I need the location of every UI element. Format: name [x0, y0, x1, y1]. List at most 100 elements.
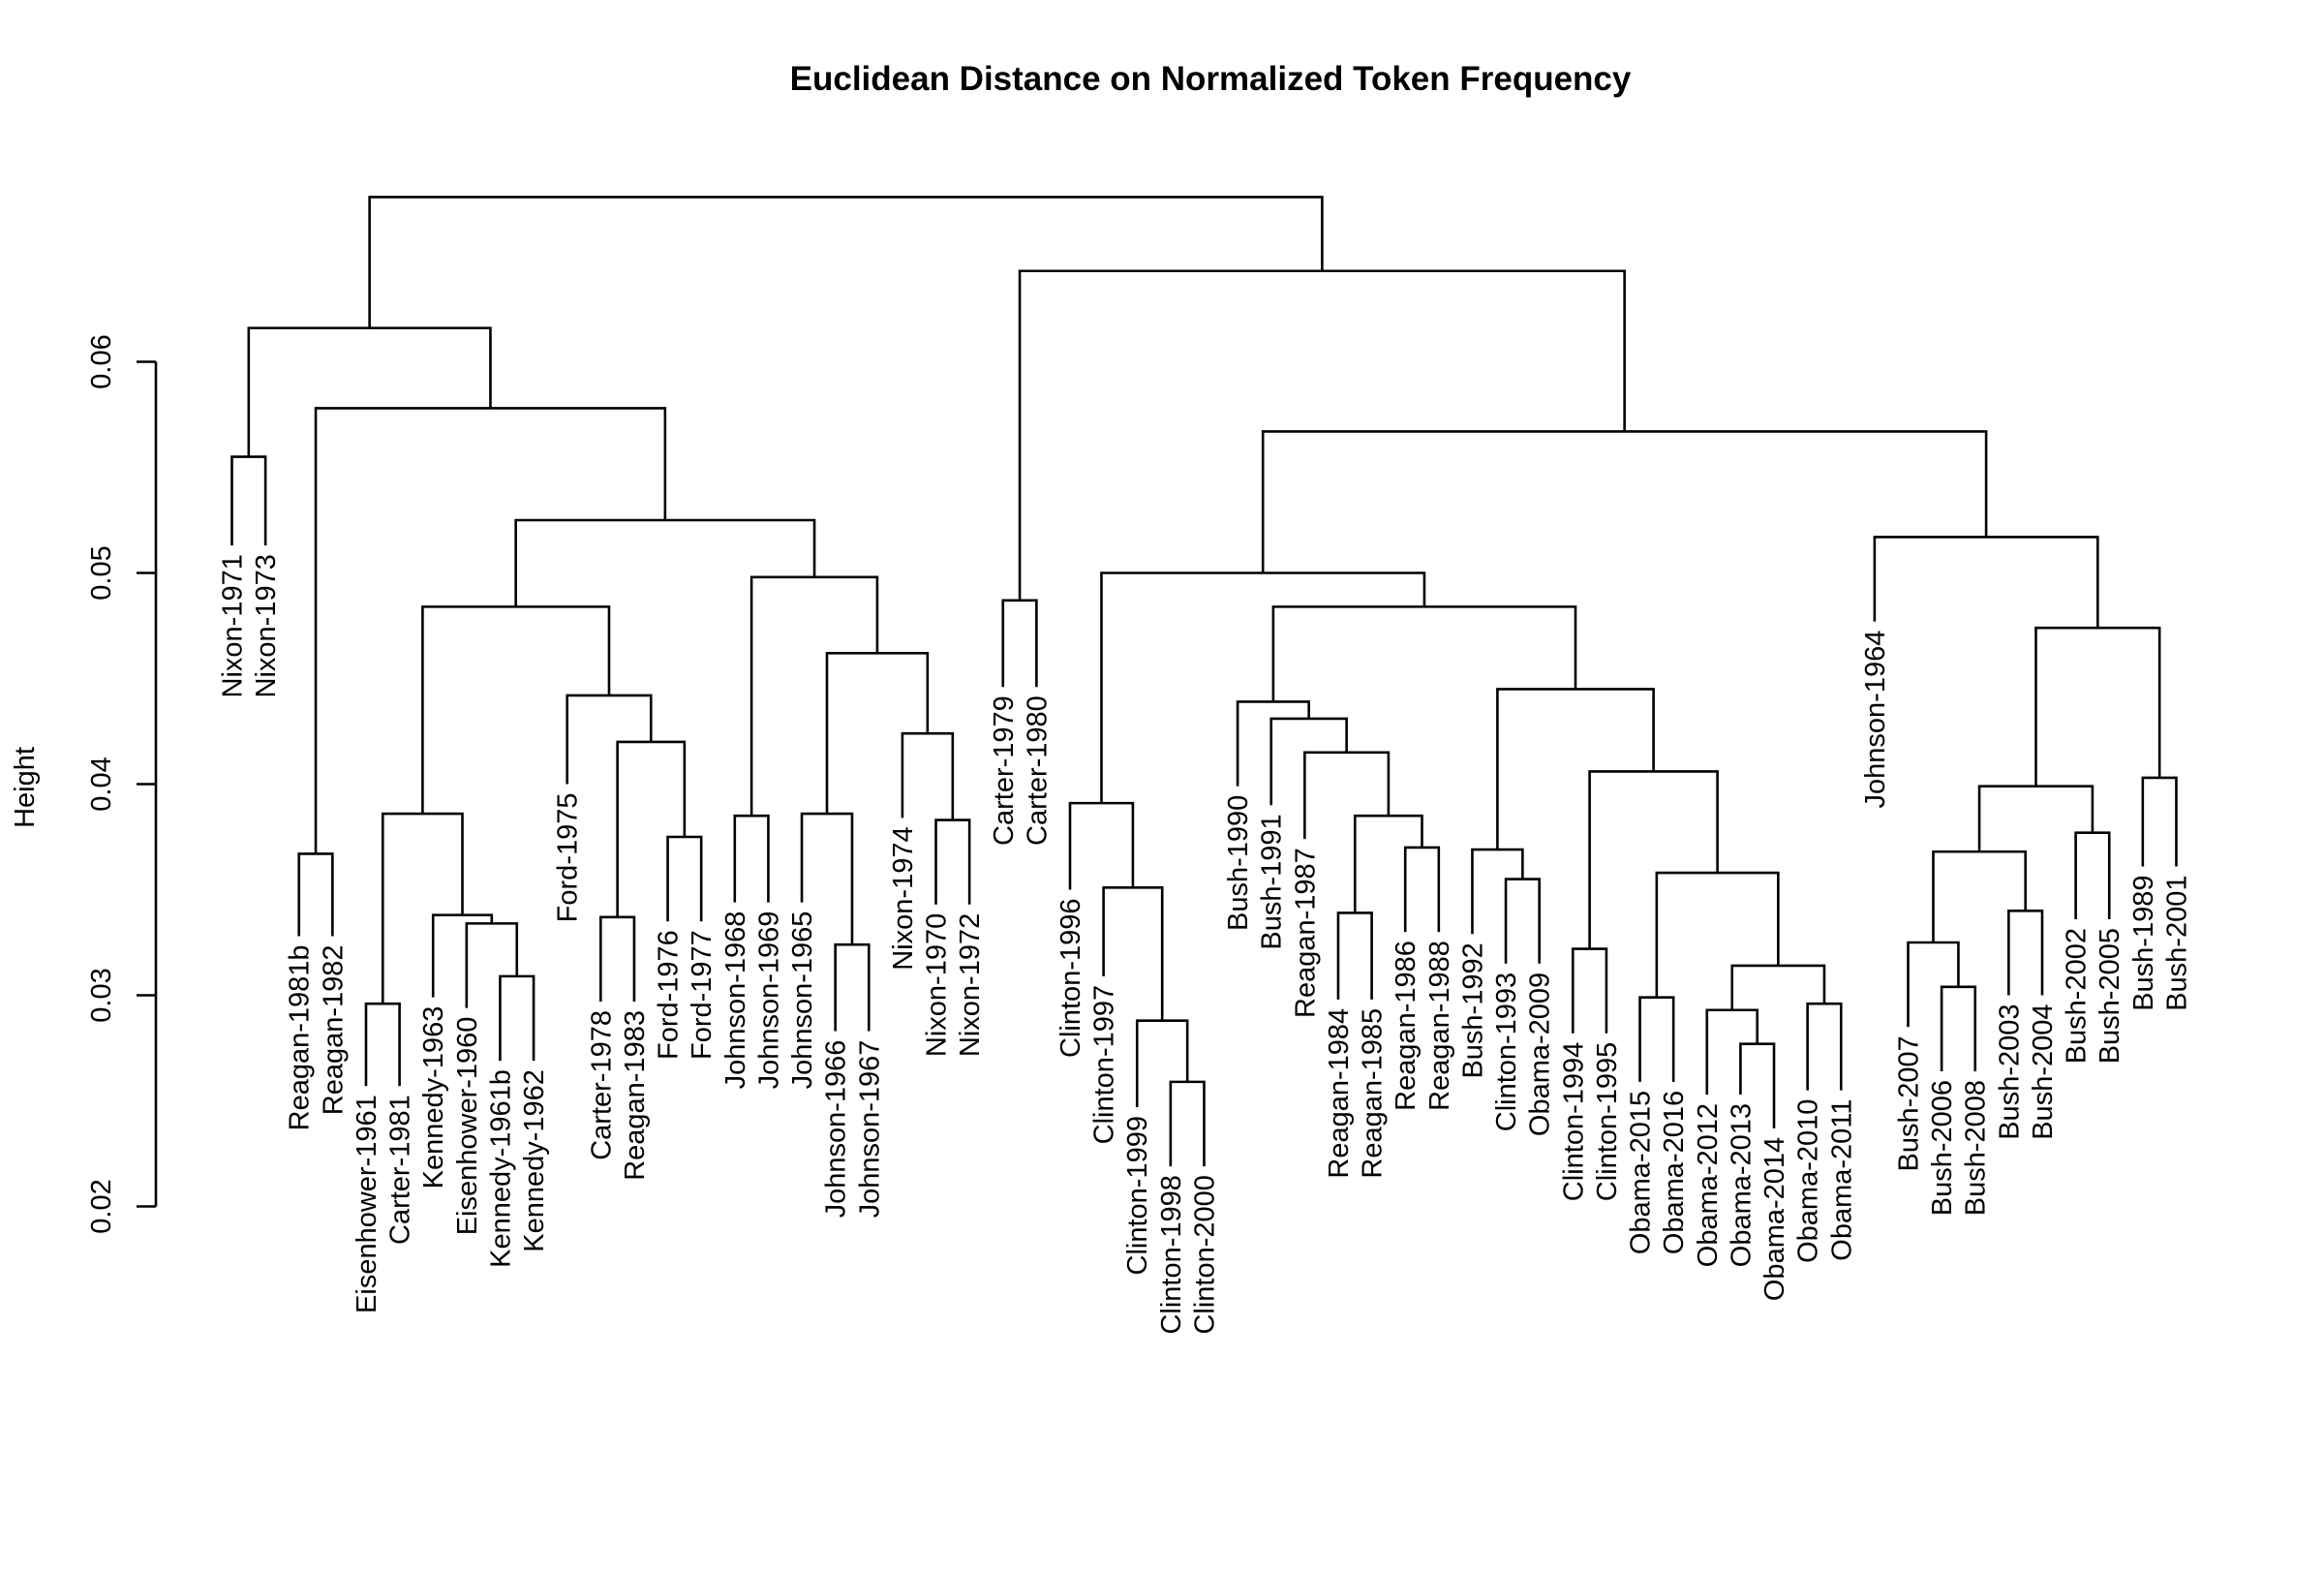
- leaf-label-obama-2009: Obama-2009: [1525, 973, 1556, 1136]
- leaf-label-johnson-1966: Johnson-1966: [821, 1040, 852, 1219]
- leaf-label-reagan-1984: Reagan-1984: [1324, 1008, 1355, 1179]
- y-axis: 0.02 0.03 0.04 0.05 0.06: [86, 334, 158, 1234]
- dendrogram-merge-m6: [431, 913, 494, 998]
- dendrogram-merge-m37: [1638, 996, 1675, 1082]
- dendrogram-merge-m1: [230, 455, 267, 546]
- leaf-label-nixon-1972: Nixon-1972: [955, 913, 986, 1057]
- dendrogram-merge-m14: [834, 942, 871, 1032]
- leaf-label-ford-1975: Ford-1975: [553, 793, 584, 923]
- dendrogram-merge-m35: [1471, 848, 1524, 935]
- dendrogram-merge-m45: [1271, 605, 1577, 702]
- leaf-label-reagan-1981b: Reagan-1981b: [285, 944, 316, 1130]
- dendrogram-merge-m51: [2074, 831, 2111, 920]
- leaf-label-clinton-1997: Clinton-1997: [1089, 985, 1120, 1144]
- leaf-label-johnson-1964: Johnson-1964: [1860, 631, 1891, 809]
- dendrogram-merge-m44: [1496, 688, 1655, 850]
- dendrogram-merge-m36: [1572, 947, 1608, 1034]
- dendrogram-merge-m11: [566, 694, 653, 785]
- leaf-label-nixon-1970: Nixon-1970: [922, 913, 953, 1057]
- dendrogram-merge-m22: [247, 326, 492, 457]
- leaf-label-ford-1977: Ford-1977: [687, 930, 718, 1060]
- y-tick-label: 0.06: [86, 334, 117, 388]
- dendrogram-merge-m19: [749, 575, 879, 817]
- dendrogram-merge-m28: [1336, 911, 1373, 1000]
- dendrogram-merge-m9: [666, 835, 703, 922]
- leaf-label-johnson-1969: Johnson-1969: [753, 911, 784, 1090]
- leaf-label-bush-1991: Bush-1991: [1257, 814, 1288, 949]
- dendrogram-merge-m23: [1001, 599, 1038, 688]
- leaf-label-carter-1979: Carter-1979: [989, 695, 1020, 846]
- y-tick-label: 0.03: [86, 968, 117, 1022]
- dendrogram-merge-m4: [499, 974, 535, 1062]
- dendrogram-branches: [230, 196, 2178, 1167]
- leaf-label-reagan-1985: Reagan-1985: [1358, 1008, 1389, 1179]
- leaf-label-johnson-1968: Johnson-1968: [720, 911, 751, 1090]
- leaf-label-eisenhower-1961: Eisenhower-1961: [352, 1095, 382, 1313]
- leaf-label-obama-2012: Obama-2012: [1693, 1103, 1724, 1267]
- leaf-label-obama-2014: Obama-2014: [1759, 1137, 1790, 1301]
- leaf-label-bush-2008: Bush-2008: [1961, 1080, 1992, 1216]
- dendrogram-merge-m7: [381, 812, 464, 1004]
- dendrogram-merge-m47: [1940, 985, 1977, 1071]
- dendrogram-merge-m53: [2141, 776, 2178, 867]
- dendrogram-merge-m3: [364, 1002, 401, 1087]
- leaf-label-bush-2007: Bush-2007: [1894, 1035, 1925, 1171]
- leaf-label-clinton-2000: Clinton-2000: [1189, 1175, 1220, 1334]
- leaf-label-nixon-1971: Nixon-1971: [218, 554, 249, 697]
- dendrogram-merge-m2: [297, 852, 334, 937]
- leaf-label-carter-1978: Carter-1978: [586, 1010, 617, 1160]
- leaf-label-kennedy-1962: Kennedy-1962: [519, 1069, 550, 1252]
- chart-title: Euclidean Distance on Normalized Token F…: [790, 60, 1632, 98]
- leaf-label-nixon-1974: Nixon-1974: [888, 826, 919, 970]
- leaf-label-bush-2005: Bush-2005: [2095, 928, 2125, 1064]
- dendrogram-merge-m24: [1169, 1080, 1206, 1167]
- leaf-label-clinton-1998: Clinton-1998: [1156, 1175, 1187, 1334]
- dendrogram-merge-m58: [368, 196, 1324, 328]
- dendrogram-merge-m27: [1068, 801, 1135, 890]
- dendrogram-merge-m30: [1353, 814, 1423, 913]
- leaf-label-clinton-1993: Clinton-1993: [1491, 973, 1522, 1131]
- dendrogram-merge-m34: [1504, 878, 1541, 964]
- dendrogram-merge-m31: [1303, 751, 1391, 840]
- dendrogram-merge-m21: [314, 407, 667, 854]
- dendrogram-merge-m32: [1269, 717, 1348, 806]
- leaf-label-johnson-1965: Johnson-1965: [787, 911, 818, 1090]
- leaf-label-carter-1981: Carter-1981: [385, 1095, 416, 1245]
- leaf-label-nixon-1973: Nixon-1973: [251, 554, 282, 697]
- leaf-label-carter-1980: Carter-1980: [1022, 695, 1053, 846]
- dendrogram-merge-m40: [1806, 1002, 1843, 1091]
- leaf-label-obama-2013: Obama-2013: [1726, 1103, 1757, 1267]
- leaf-label-bush-1990: Bush-1990: [1223, 795, 1254, 931]
- dendrogram-merge-m54: [2034, 626, 2161, 787]
- leaf-label-reagan-1983: Reagan-1983: [620, 1010, 651, 1181]
- leaf-label-ford-1976: Ford-1976: [654, 930, 685, 1060]
- leaf-labels: Nixon-1971 Nixon-1973 Reagan-1981b Reagan-1…: [218, 554, 2193, 1334]
- dendrogram-merge-m42: [1655, 871, 1780, 998]
- leaf-label-kennedy-1961b: Kennedy-1961b: [485, 1069, 516, 1268]
- leaf-label-reagan-1988: Reagan-1988: [1424, 941, 1455, 1111]
- leaf-label-eisenhower-1960: Eisenhower-1960: [452, 1017, 483, 1236]
- y-axis-label: Height: [10, 747, 41, 828]
- leaf-label-obama-2011: Obama-2011: [1826, 1099, 1857, 1261]
- dendrogram-merge-m57: [1018, 269, 1626, 601]
- leaf-label-clinton-1999: Clinton-1999: [1122, 1116, 1153, 1275]
- dendrogram-merge-m39: [1705, 1008, 1759, 1095]
- leaf-label-bush-1989: Bush-1989: [2128, 876, 2159, 1011]
- leaf-label-bush-2002: Bush-2002: [2062, 928, 2093, 1064]
- y-tick-label: 0.05: [86, 545, 117, 600]
- leaf-label-bush-1992: Bush-1992: [1457, 942, 1488, 1078]
- dendrogram-merge-m33: [1236, 700, 1310, 787]
- leaf-label-clinton-1994: Clinton-1994: [1558, 1042, 1589, 1201]
- leaf-label-bush-2006: Bush-2006: [1927, 1080, 1958, 1216]
- leaf-label-johnson-1967: Johnson-1967: [854, 1040, 885, 1219]
- leaf-label-bush-2004: Bush-2004: [2028, 1004, 2059, 1140]
- dendrogram-merge-m12: [421, 605, 611, 815]
- leaf-label-obama-2015: Obama-2015: [1626, 1091, 1657, 1254]
- leaf-label-bush-2003: Bush-2003: [1994, 1004, 2025, 1140]
- dendrogram-merge-m10: [616, 740, 687, 917]
- dendrogram-merge-m29: [1403, 846, 1441, 933]
- dendrogram-merge-m56: [1261, 430, 1988, 573]
- dendrogram-merge-m49: [2007, 910, 2044, 996]
- leaf-label-clinton-1995: Clinton-1995: [1592, 1042, 1623, 1201]
